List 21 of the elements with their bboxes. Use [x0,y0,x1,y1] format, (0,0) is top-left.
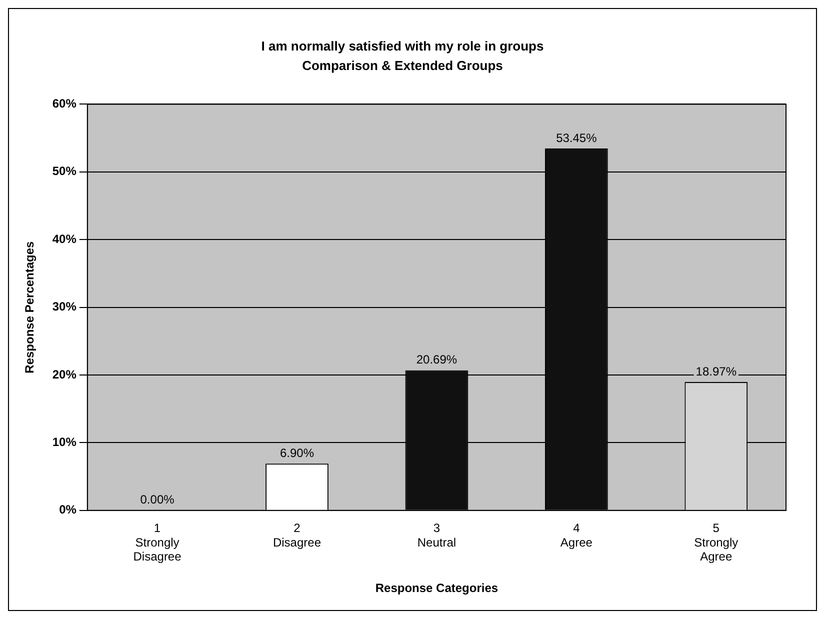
y-tick-label: 10% [52,435,77,450]
x-tick-label: 2 Disagree [272,520,322,550]
data-label: 6.90% [280,446,314,460]
y-tick-label: 30% [52,300,77,314]
data-label: 20.69% [416,352,458,367]
y-tick-label: 20% [52,367,77,382]
y-tick-label: 50% [52,164,77,178]
y-tick-label: 40% [52,232,77,246]
x-tick-label: 1 Strongly Disagree [133,520,182,564]
x-tick-label: 5 Strongly Agree [694,520,738,564]
x-axis-title: Response Categories [375,581,498,596]
x-tick-label: 4 Agree [560,520,593,550]
chart-subtitle: Comparison & Extended Groups [302,58,503,73]
data-label: 18.97% [696,364,737,378]
y-axis-title: Response Percentages [22,240,37,374]
x-tick-label: 3 Neutral [417,520,456,550]
data-label: 53.45% [556,130,598,145]
y-tick-label: 0% [59,502,77,517]
y-tick-label: 60% [52,96,77,111]
chart-title: I am normally satisfied with my role in groups [261,38,544,54]
data-label: 0.00% [140,492,175,507]
